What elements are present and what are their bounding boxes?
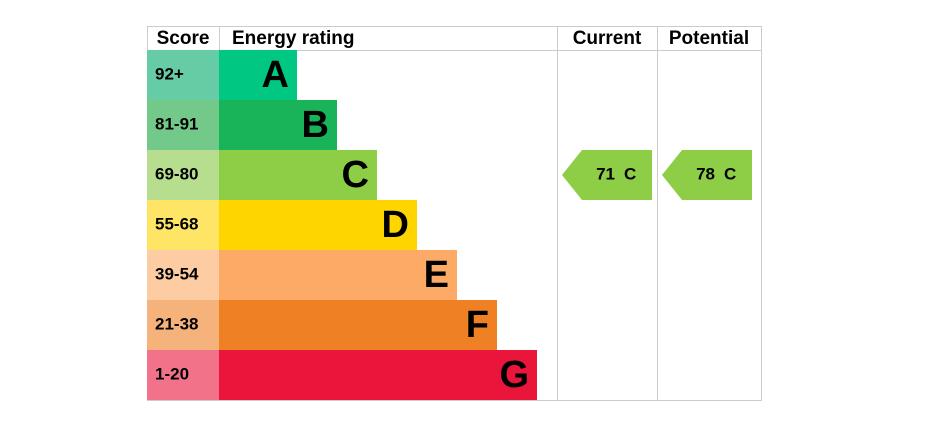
score-label: 81-91 xyxy=(155,114,198,133)
rating-bar xyxy=(219,200,417,250)
score-cell xyxy=(147,100,219,150)
score-cell xyxy=(147,50,219,100)
rating-letter: D xyxy=(382,204,409,246)
header-rating: Energy rating xyxy=(232,28,354,49)
potential-value: 78 xyxy=(696,164,715,183)
potential-arrow xyxy=(662,150,752,200)
score-cell xyxy=(147,350,219,400)
current-value: 71 xyxy=(596,164,615,183)
header-potential: Potential xyxy=(669,28,749,49)
score-cell xyxy=(147,250,219,300)
rating-bar xyxy=(219,100,337,150)
rating-bar xyxy=(219,150,377,200)
score-label: 69-80 xyxy=(155,164,198,183)
score-cell xyxy=(147,300,219,350)
rating-letter: B xyxy=(302,104,329,146)
current-arrow xyxy=(562,150,652,200)
rating-bar xyxy=(219,300,497,350)
rating-letter: A xyxy=(262,54,289,96)
rating-letter: C xyxy=(342,154,369,196)
rating-letter: E xyxy=(424,254,449,296)
score-label: 1-20 xyxy=(155,364,189,383)
rating-letter: F xyxy=(466,304,489,346)
rating-bar xyxy=(219,250,457,300)
rating-bar xyxy=(219,350,537,400)
header-score: Score xyxy=(157,28,210,49)
rating-bar xyxy=(219,50,297,100)
score-label: 39-54 xyxy=(155,264,199,283)
current-letter: C xyxy=(624,164,636,183)
rating-letter: G xyxy=(499,354,529,396)
score-label: 92+ xyxy=(155,64,184,83)
score-label: 21-38 xyxy=(155,314,198,333)
score-label: 55-68 xyxy=(155,214,198,233)
score-cell xyxy=(147,200,219,250)
header-current: Current xyxy=(573,28,642,49)
potential-letter: C xyxy=(724,164,736,183)
score-cell xyxy=(147,150,219,200)
